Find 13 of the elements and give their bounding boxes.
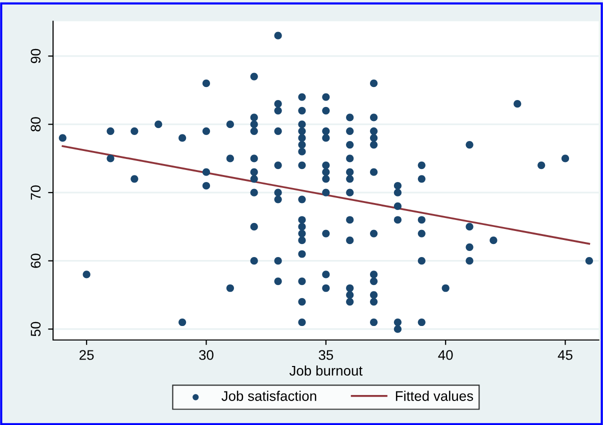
x-tick-label: 45 bbox=[558, 350, 572, 360]
x-tick-label: 25 bbox=[80, 350, 94, 360]
y-tick-label: 60 bbox=[30, 254, 41, 268]
y-tick-label: 50 bbox=[30, 322, 41, 336]
legend-label: Fitted values bbox=[396, 390, 474, 401]
x-axis-title: Job burnout bbox=[289, 365, 362, 376]
y-tick-label: 70 bbox=[30, 185, 41, 200]
legend-label: Job satisfaction bbox=[222, 390, 316, 401]
y-tick-label: 90 bbox=[30, 48, 41, 64]
x-tick-label: 40 bbox=[438, 350, 453, 360]
y-tick-label: 80 bbox=[30, 117, 41, 132]
x-tick-label: 35 bbox=[318, 350, 334, 360]
x-tick-label: 30 bbox=[199, 350, 214, 360]
